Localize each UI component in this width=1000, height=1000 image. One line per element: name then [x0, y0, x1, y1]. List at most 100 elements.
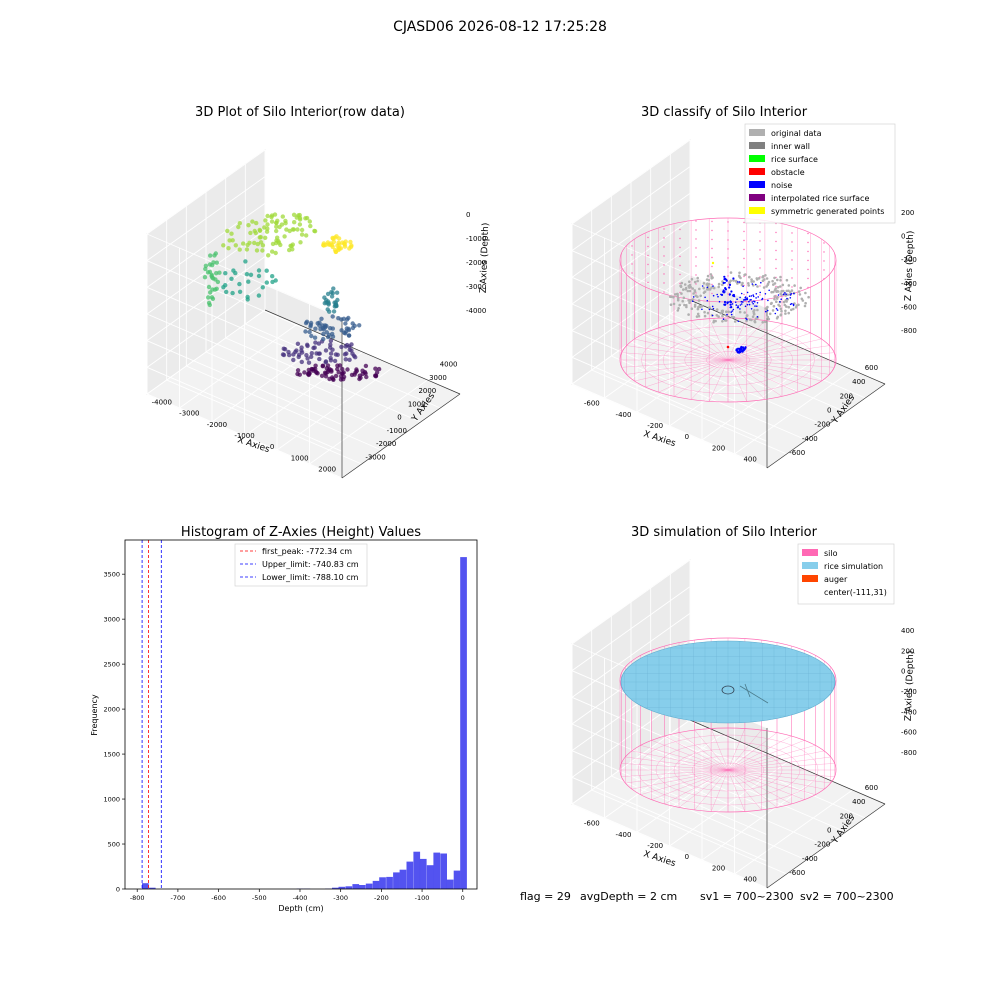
raw-point [294, 215, 299, 220]
silo-floor-ring [641, 326, 815, 394]
raw-point [347, 347, 352, 352]
silo-grid-dot [631, 263, 633, 265]
noise-point [729, 303, 732, 306]
noise-point [706, 299, 709, 302]
original-point [691, 287, 694, 290]
original-point [697, 314, 701, 318]
noise-point [691, 300, 694, 303]
silo-grid-dot [695, 238, 697, 240]
silo-grid-dot [807, 268, 809, 271]
noise-point [752, 302, 754, 305]
raw-point [241, 241, 246, 246]
x-tick-label: -3000 [179, 410, 199, 418]
silo-floor-ring [706, 351, 750, 369]
raw-point [250, 219, 255, 224]
histogram-bar [453, 870, 461, 889]
x-tick-label: 1000 [291, 454, 309, 462]
silo-grid-dot [807, 232, 809, 235]
raw-point [233, 243, 238, 248]
grid-line [734, 369, 853, 455]
noise-point [776, 309, 779, 311]
y-tick-label: 3000 [103, 616, 120, 624]
original-point [683, 283, 687, 286]
panel4-xlabel: X Axies [642, 849, 677, 869]
raw-point [291, 357, 296, 363]
legend-label: original data [771, 129, 822, 138]
silo-grid-dot [647, 245, 649, 248]
original-point [779, 307, 783, 311]
silo-grid-dot [823, 269, 825, 271]
original-point [790, 289, 794, 292]
original-point [706, 274, 710, 278]
panel4-legend: silo rice simulation auger center(-111,31) [797, 543, 895, 605]
raw-point [282, 234, 287, 239]
y-tick-label: 1000 [408, 400, 426, 408]
y-tick-label: 3500 [103, 571, 120, 579]
x-axis-line [341, 393, 461, 479]
noise-point [755, 283, 757, 286]
raw-point [333, 249, 338, 255]
raw-point [246, 223, 251, 228]
original-point [772, 304, 776, 308]
x-tick-label: -600 [584, 820, 600, 828]
original-point [774, 287, 777, 290]
raw-point [214, 260, 219, 265]
noise-point [716, 293, 718, 296]
raw-point [326, 334, 331, 340]
silo-grid-dot [679, 255, 681, 258]
silo-grid-dot [743, 248, 745, 251]
silo-grid-dot [759, 231, 761, 233]
raw-point [256, 293, 262, 298]
noise-point [748, 303, 751, 306]
noise-point [789, 294, 792, 296]
silo-grid-dot [791, 232, 793, 234]
y-tick-label: 600 [865, 784, 878, 792]
original-point [702, 291, 706, 295]
raw-point [336, 236, 342, 241]
raw-point [332, 358, 338, 364]
original-point [678, 303, 681, 307]
silo-floor-spoke [727, 359, 783, 397]
raw-point [229, 276, 234, 281]
grid-line [146, 233, 343, 319]
raw-point [342, 330, 347, 335]
original-point [710, 275, 713, 279]
original-point [676, 298, 680, 302]
raw-point [237, 247, 242, 252]
noise-point [740, 303, 743, 305]
original-point [776, 278, 779, 282]
silo-floor-spoke [727, 323, 783, 361]
silo-grid-dot [791, 277, 793, 279]
original-point [766, 305, 769, 309]
silo-grid-dot [695, 220, 697, 222]
original-point [699, 294, 702, 298]
silo-grid-dot [775, 267, 777, 270]
raw-point [286, 349, 291, 355]
original-point [727, 310, 731, 314]
silo-floor-spoke [621, 352, 729, 361]
histogram-ylabel: Frequency [90, 694, 99, 736]
original-point [754, 317, 758, 321]
original-point [682, 296, 686, 300]
histogram-bar [352, 884, 360, 889]
z-tick-label: -1000 [466, 235, 486, 243]
silo-grid-dot [823, 242, 825, 244]
noise-point [732, 277, 735, 280]
silo-grid-dot [695, 274, 697, 276]
y-tick-label: -200 [814, 841, 830, 849]
silo-floor-spoke [673, 359, 729, 397]
panel3-title: Histogram of Z-Axies (Height) Values [181, 525, 421, 540]
raw-point [273, 250, 278, 256]
original-point [680, 292, 683, 295]
raw-point [275, 218, 280, 223]
noise-point [720, 293, 724, 296]
raw-point [299, 348, 304, 353]
noise-point [785, 293, 787, 296]
original-point [771, 279, 774, 283]
raw-point [303, 320, 309, 326]
silo-grid-dot [759, 285, 761, 287]
raw-point [281, 346, 286, 351]
original-point [776, 315, 780, 319]
legend-label: center(-111,31) [824, 588, 887, 597]
